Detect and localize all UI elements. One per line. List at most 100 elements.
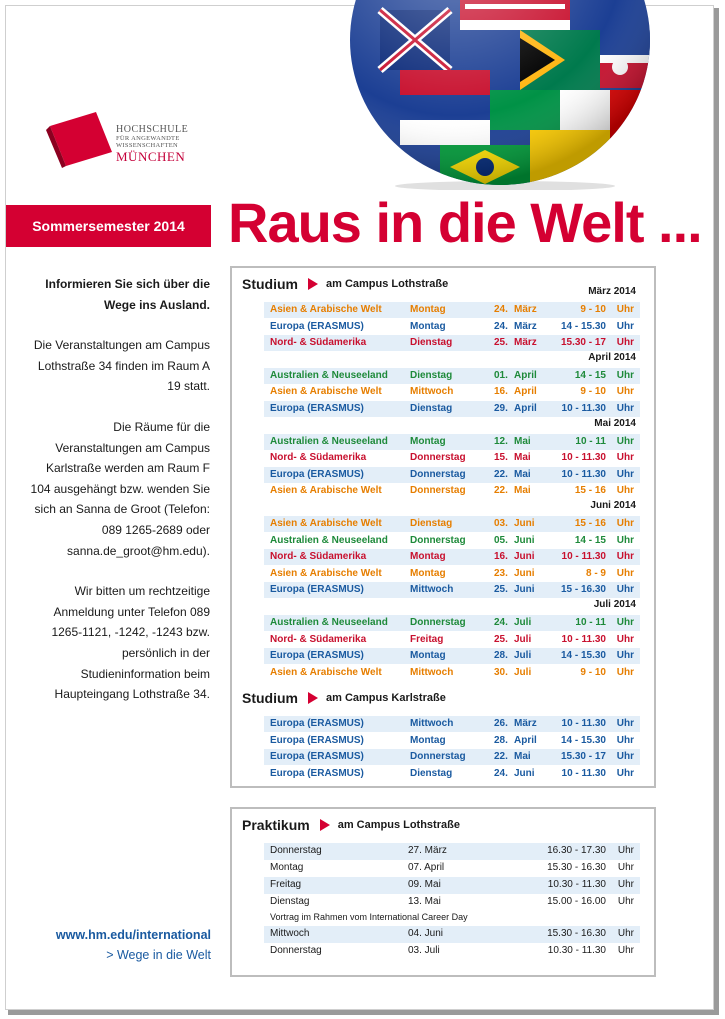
- day-number: 26.: [494, 718, 508, 729]
- time-range: 14 - 15: [574, 369, 606, 381]
- month-name: Mai: [514, 435, 531, 447]
- time-unit: Uhr: [616, 320, 634, 332]
- schedule-row: Europa (ERASMUS) Mittwoch 25. Juni 15 - 16.3…: [264, 582, 640, 599]
- date: 27. März: [408, 845, 447, 856]
- schedule-row: Australien & Neuseeland Dienstag 01. April 1…: [264, 367, 640, 384]
- region-name: Europa (ERASMUS): [270, 751, 364, 763]
- weekday: Dienstag: [410, 403, 453, 414]
- praktikum-row: Mittwoch 04. Juni 15.30 - 16.30 Uhr: [264, 926, 640, 943]
- time-unit: Uhr: [616, 403, 634, 414]
- info-column: Informieren Sie sich über die Wege ins A…: [30, 274, 210, 725]
- region-name: Australien & Neuseeland: [270, 369, 388, 381]
- section-header: Praktikum am Campus Lothstraße: [242, 817, 460, 833]
- month-name: Mai: [514, 485, 531, 497]
- month-name: Juni: [514, 534, 535, 546]
- weekday: Montag: [410, 320, 446, 332]
- weekday: Dienstag: [410, 518, 453, 529]
- section-header: Studium am Campus Lothstraße: [242, 276, 448, 292]
- time-unit: Uhr: [616, 452, 634, 464]
- date: 04. Juni: [408, 928, 444, 939]
- time-unit: Uhr: [616, 584, 634, 596]
- day-number: 28.: [494, 650, 508, 662]
- weekday: Donnerstag: [270, 845, 322, 856]
- day-number: 25.: [494, 584, 508, 596]
- time-range: 10 - 11.30: [561, 452, 606, 464]
- day-number: 24.: [494, 767, 508, 779]
- semester-label: Sommersemester 2014: [6, 205, 211, 247]
- region-name: Asien & Arabische Welt: [270, 518, 382, 529]
- day-number: 22.: [494, 485, 508, 497]
- studium-schedule-box: Studium am Campus Lothstraße Studium am …: [230, 266, 656, 788]
- time-unit: Uhr: [617, 862, 634, 873]
- time-range: 10.30 - 11.30: [547, 879, 606, 890]
- info-paragraph: Wir bitten um rechtzeitige Anmeldung unt…: [51, 584, 210, 702]
- logo-line: WISSENSCHAFTEN: [116, 142, 178, 149]
- section-title: Studium: [242, 276, 298, 292]
- time-range: 14 - 15.30: [560, 650, 606, 662]
- schedule-row: Nord- & Südamerika Freitag 25. Juli 10 - 11.…: [264, 632, 640, 648]
- date: 09. Mai: [408, 879, 441, 890]
- schedule-row: Europa (ERASMUS) Donnerstag 22. Mai 15.30 - …: [264, 749, 640, 766]
- time-unit: Uhr: [616, 369, 634, 381]
- time-unit: Uhr: [616, 767, 634, 779]
- wege-in-die-welt-link[interactable]: > Wege in die Welt: [106, 948, 211, 962]
- time-range: 14 - 15.30: [560, 320, 606, 332]
- schedule-row: Nord- & Südamerika Dienstag 25. März 15.30 -…: [264, 335, 640, 352]
- month-name: März: [514, 337, 537, 349]
- day-number: 24.: [494, 320, 508, 332]
- day-number: 28.: [494, 734, 508, 746]
- time-unit: Uhr: [616, 617, 634, 628]
- weekday: Mittwoch: [410, 584, 454, 596]
- time-unit: Uhr: [616, 567, 634, 579]
- weekday: Freitag: [270, 879, 302, 890]
- schedule-row: Australien & Neuseeland Donnerstag 24. Juli…: [264, 615, 640, 631]
- event-note: Vortrag im Rahmen vom International Care…: [270, 912, 468, 922]
- day-number: 24.: [494, 304, 508, 315]
- region-name: Australien & Neuseeland: [270, 534, 388, 546]
- region-name: Europa (ERASMUS): [270, 468, 364, 480]
- website-link[interactable]: www.hm.edu/international: [55, 928, 211, 942]
- section-title: Praktikum: [242, 817, 310, 833]
- month-name: März: [514, 718, 537, 729]
- weekday: Dienstag: [410, 767, 453, 779]
- time-range: 9 - 10: [580, 386, 606, 398]
- page-shadow: [8, 1010, 719, 1015]
- triangle-arrow-icon: [319, 819, 330, 831]
- day-number: 03.: [494, 518, 508, 529]
- time-unit: Uhr: [617, 896, 634, 907]
- month-name: Mai: [514, 751, 531, 763]
- time-range: 10 - 11.30: [561, 633, 606, 645]
- month-heading: Mai 2014: [594, 417, 636, 429]
- schedule-row: Australien & Neuseeland Donnerstag 05. Juni…: [264, 533, 640, 549]
- schedule-row: Asien & Arabische Welt Mittwoch 16. April 9 …: [264, 384, 640, 400]
- time-range: 15.00 - 16.00: [547, 896, 606, 907]
- day-number: 22.: [494, 751, 508, 763]
- time-range: 15.30 - 17: [560, 751, 606, 763]
- schedule-row: Europa (ERASMUS) Mittwoch 26. März 10 - 11.3…: [264, 716, 640, 732]
- weekday: Donnerstag: [270, 945, 322, 956]
- time-range: 14 - 15.30: [560, 734, 606, 746]
- month-name: Mai: [514, 468, 531, 480]
- region-name: Europa (ERASMUS): [270, 320, 364, 332]
- time-range: 16.30 - 17.30: [547, 845, 606, 856]
- time-range: 10 - 11: [575, 435, 606, 447]
- weekday: Montag: [410, 734, 446, 746]
- schedule-row: Asien & Arabische Welt Dienstag 03. Juni 15 …: [264, 516, 640, 532]
- praktikum-row: Donnerstag 03. Juli 10.30 - 11.30 Uhr: [264, 943, 640, 960]
- month-heading: März 2014: [588, 286, 636, 297]
- region-name: Europa (ERASMUS): [270, 584, 364, 596]
- month-heading: Juli 2014: [593, 599, 636, 610]
- time-unit: Uhr: [616, 468, 634, 480]
- region-name: Europa (ERASMUS): [270, 718, 364, 729]
- time-unit: Uhr: [617, 928, 634, 939]
- time-range: 8 - 9: [585, 567, 606, 579]
- weekday: Mittwoch: [410, 666, 454, 678]
- month-name: Juni: [514, 551, 535, 563]
- day-number: 05.: [494, 534, 508, 546]
- day-number: 12.: [494, 435, 508, 447]
- logo-line: HOCHSCHULE: [116, 124, 189, 135]
- region-name: Asien & Arabische Welt: [270, 386, 382, 398]
- weekday: Donnerstag: [410, 452, 466, 464]
- section-subtitle: am Campus Lothstraße: [337, 819, 460, 831]
- weekday: Mittwoch: [270, 928, 310, 939]
